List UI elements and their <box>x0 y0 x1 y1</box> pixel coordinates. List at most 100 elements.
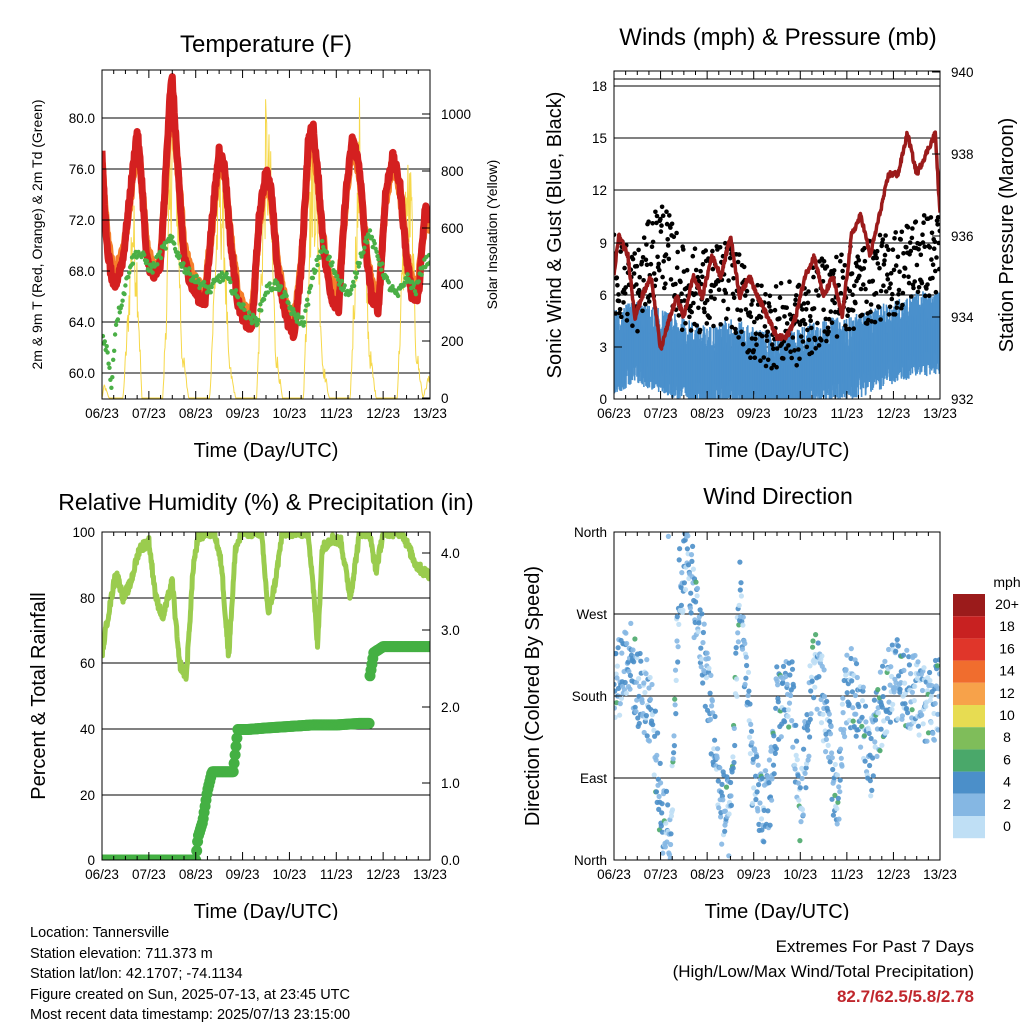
gust-point <box>777 295 783 301</box>
direction-point <box>735 630 741 636</box>
gust-point <box>909 235 915 241</box>
direction-point <box>771 733 777 739</box>
gust-point <box>792 302 798 307</box>
y-right-tick-label: 932 <box>951 392 974 407</box>
direction-point <box>816 674 822 680</box>
direction-point <box>758 816 765 822</box>
gust-point <box>820 263 825 268</box>
direction-point <box>814 706 820 712</box>
x-tick-label: 11/23 <box>830 406 863 421</box>
legend-swatch <box>953 793 985 816</box>
dewpoint-point <box>394 288 399 293</box>
dewpoint-point <box>369 234 375 240</box>
direction-point <box>828 723 834 730</box>
direction-point <box>902 680 908 686</box>
gust-point <box>759 333 765 339</box>
direction-point <box>633 708 639 715</box>
direction-point <box>832 761 838 768</box>
extremes-heading: Extremes For Past 7 Days <box>775 937 974 956</box>
gust-point <box>662 285 667 291</box>
direction-point <box>715 778 721 784</box>
direction-point <box>935 711 940 717</box>
y-tick-label: 0 <box>599 392 607 407</box>
y-right-tick-label: 400 <box>441 277 464 292</box>
gust-point <box>667 213 672 218</box>
dewpoint-point <box>194 273 199 279</box>
gust-point <box>895 254 901 260</box>
direction-point <box>749 740 755 746</box>
gust-point <box>666 256 672 262</box>
direction-point <box>614 663 621 669</box>
x-axis-label: Time (Day/UTC) <box>194 440 339 462</box>
direction-point <box>690 543 696 550</box>
gust-point <box>929 230 935 236</box>
dewpoint-point <box>361 250 366 255</box>
direction-point <box>915 659 921 665</box>
gust-point <box>691 300 696 306</box>
gust-point <box>721 298 726 304</box>
dewpoint-point <box>112 332 118 337</box>
gust-point <box>731 276 736 281</box>
gust-point <box>882 258 887 263</box>
direction-point <box>870 773 876 779</box>
direction-point <box>829 755 835 761</box>
direction-point <box>848 646 854 652</box>
direction-point <box>861 733 868 739</box>
gust-point <box>634 263 640 269</box>
y-tick-label: North <box>574 853 607 868</box>
direction-point <box>896 673 902 679</box>
direction-point <box>788 692 794 699</box>
gust-point <box>834 254 839 260</box>
dewpoint-point <box>111 357 116 362</box>
dewpoint-point <box>335 273 340 279</box>
direction-point <box>791 684 797 690</box>
dewpoint-point <box>306 290 312 295</box>
gust-point <box>897 269 902 275</box>
direction-point <box>641 729 647 736</box>
direction-point <box>912 652 918 659</box>
direction-point <box>676 621 682 628</box>
direction-point <box>747 751 754 757</box>
dewpoint-point <box>303 308 308 313</box>
dewpoint-point <box>313 268 318 273</box>
dewpoint-point <box>380 261 385 266</box>
direction-point <box>712 737 718 743</box>
gust-point <box>656 261 661 267</box>
gust-point <box>894 305 900 310</box>
gust-point <box>655 254 660 260</box>
direction-point <box>665 802 671 808</box>
chart-title: Winds (mph) & Pressure (mb) <box>619 24 936 51</box>
gust-point <box>617 310 622 316</box>
gust-point <box>805 327 810 333</box>
direction-point <box>839 701 846 707</box>
direction-point <box>780 663 787 670</box>
direction-point <box>754 754 760 760</box>
gust-point <box>936 240 940 246</box>
gust-point <box>621 300 626 305</box>
y-tick-label: South <box>572 689 607 704</box>
dewpoint-point <box>286 300 291 306</box>
gust-point <box>913 219 919 224</box>
x-tick-label: 07/23 <box>132 867 166 882</box>
direction-point <box>638 658 644 664</box>
dewpoint-point <box>208 290 213 295</box>
gust-point <box>778 280 784 286</box>
direction-point <box>728 793 734 799</box>
direction-point <box>930 730 936 736</box>
gust-point <box>673 281 678 287</box>
dewpoint-point <box>122 291 127 297</box>
direction-point <box>818 720 825 726</box>
gust-point <box>826 329 831 335</box>
direction-point <box>829 796 835 802</box>
direction-point <box>688 590 694 596</box>
direction-point <box>615 645 621 651</box>
direction-point <box>840 695 846 701</box>
y-right-tick-label: 938 <box>951 147 974 162</box>
gust-point <box>878 288 884 294</box>
gust-point <box>896 287 902 293</box>
gust-point <box>821 307 826 313</box>
gust-point <box>784 305 789 311</box>
direction-point <box>720 797 726 803</box>
dewpoint-point <box>320 238 325 244</box>
direction-point <box>693 579 699 585</box>
